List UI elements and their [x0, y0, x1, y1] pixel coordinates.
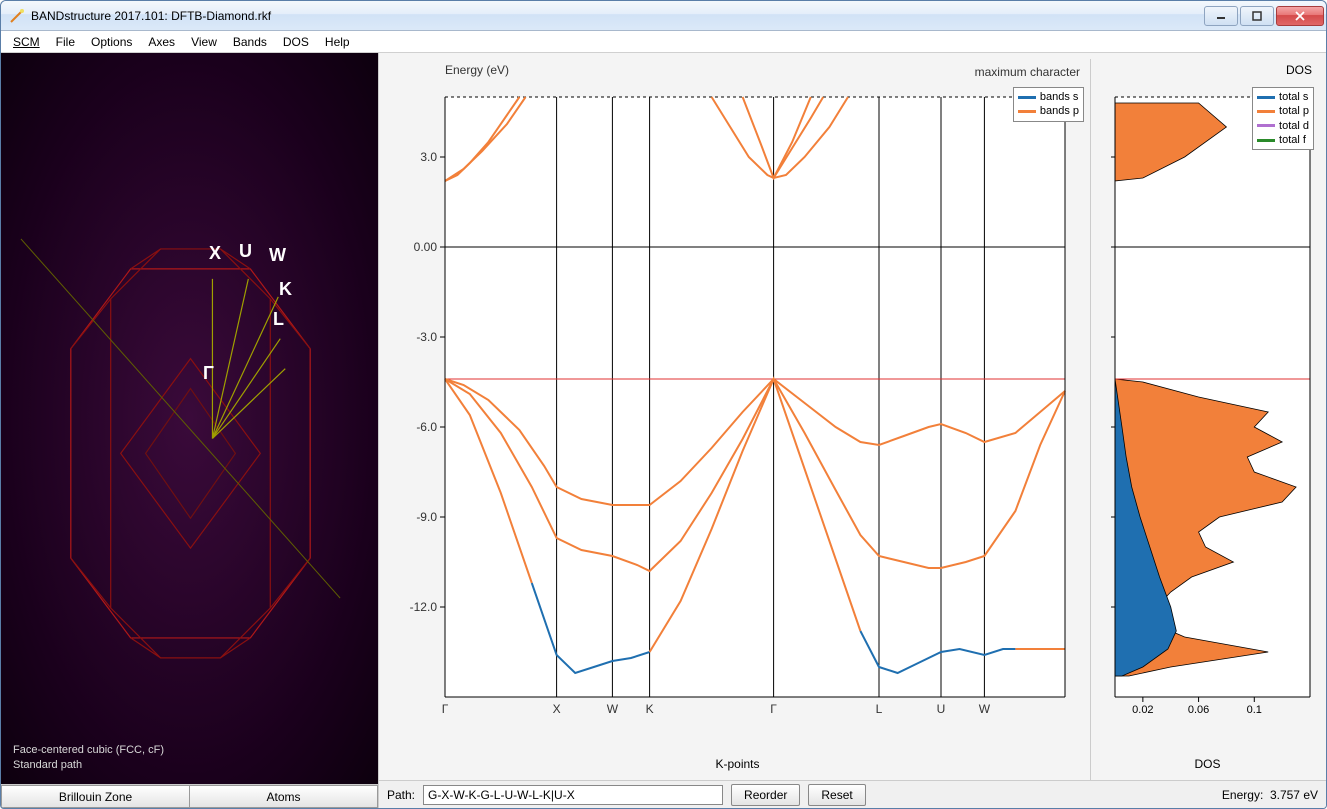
bz-wireframe [1, 53, 378, 784]
menu-help[interactable]: Help [317, 32, 358, 52]
path-input[interactable] [423, 785, 723, 805]
svg-text:-3.0: -3.0 [416, 330, 437, 344]
band-plot-svg: -12.0 -9.0 -6.0 -3.0 0.00 3.0 Γ X W K Γ L U W [385, 77, 1075, 757]
close-button[interactable] [1276, 6, 1324, 26]
menu-dos[interactable]: DOS [275, 32, 317, 52]
legend-swatch-s [1018, 96, 1036, 99]
band-legend: bands s bands p [1013, 87, 1084, 122]
svg-text:0.00: 0.00 [414, 240, 438, 254]
bz-label-l: L [273, 309, 284, 330]
svg-text:-6.0: -6.0 [416, 420, 437, 434]
svg-text:L: L [876, 702, 883, 716]
maximize-button[interactable] [1240, 6, 1274, 26]
left-tabs: Brillouin Zone Atoms [1, 784, 378, 808]
window-controls [1204, 6, 1324, 26]
svg-text:Γ: Γ [770, 702, 777, 716]
menu-view[interactable]: View [183, 32, 225, 52]
svg-text:U: U [937, 702, 946, 716]
svg-text:-9.0: -9.0 [416, 510, 437, 524]
svg-text:0.06: 0.06 [1188, 704, 1209, 716]
left-panel: X U W K L Γ Face-centered cubic (FCC, cF… [1, 53, 379, 808]
energy-readout: Energy: 3.757 eV [1222, 788, 1318, 802]
dos-xlabel: DOS [1095, 757, 1320, 775]
legend-swatch-p [1018, 110, 1036, 113]
bz-label-u: U [239, 241, 252, 262]
menu-axes[interactable]: Axes [140, 32, 183, 52]
window-title: BANDstructure 2017.101: DFTB-Diamond.rkf [31, 9, 1204, 23]
band-xlabel: K-points [385, 757, 1090, 775]
dos-plot-svg: 0.02 0.06 0.1 [1095, 77, 1320, 757]
band-subtitle: maximum character [975, 65, 1080, 79]
right-panel: Energy (eV) maximum character bands s ba… [379, 53, 1326, 808]
bz-info-text: Face-centered cubic (FCC, cF) Standard p… [13, 743, 164, 772]
svg-text:W: W [607, 702, 619, 716]
svg-text:W: W [979, 702, 991, 716]
bz-label-k: K [279, 279, 292, 300]
svg-text:0.1: 0.1 [1247, 704, 1262, 716]
dos-legend: total s total p total d total f [1252, 87, 1314, 150]
path-label: Path: [387, 788, 415, 802]
svg-text:3.0: 3.0 [420, 150, 437, 164]
brillouin-zone-view[interactable]: X U W K L Γ Face-centered cubic (FCC, cF… [1, 53, 378, 784]
tab-brillouin-zone[interactable]: Brillouin Zone [1, 785, 189, 808]
svg-text:0.02: 0.02 [1132, 704, 1153, 716]
menu-scm[interactable]: SCM [5, 32, 48, 52]
charts-row: Energy (eV) maximum character bands s ba… [379, 53, 1326, 780]
svg-text:K: K [646, 702, 654, 716]
bz-label-x: X [209, 243, 221, 264]
tab-atoms[interactable]: Atoms [189, 785, 378, 808]
bz-label-g: Γ [203, 363, 214, 384]
reset-button[interactable]: Reset [808, 784, 865, 806]
reorder-button[interactable]: Reorder [731, 784, 800, 806]
menu-file[interactable]: File [48, 32, 83, 52]
menu-bands[interactable]: Bands [225, 32, 275, 52]
bz-label-w: W [269, 245, 286, 266]
menu-options[interactable]: Options [83, 32, 140, 52]
content-area: X U W K L Γ Face-centered cubic (FCC, cF… [1, 53, 1326, 808]
minimize-button[interactable] [1204, 6, 1238, 26]
menubar: SCM File Options Axes View Bands DOS Hel… [1, 31, 1326, 53]
app-window: BANDstructure 2017.101: DFTB-Diamond.rkf… [0, 0, 1327, 809]
band-structure-chart[interactable]: Energy (eV) maximum character bands s ba… [385, 59, 1090, 780]
titlebar[interactable]: BANDstructure 2017.101: DFTB-Diamond.rkf [1, 1, 1326, 31]
svg-text:Γ: Γ [442, 702, 449, 716]
app-icon [9, 8, 25, 24]
svg-text:-12.0: -12.0 [410, 600, 438, 614]
svg-text:X: X [553, 702, 561, 716]
dos-chart[interactable]: DOS total s total p total d total f 0.02… [1090, 59, 1320, 780]
dos-title: DOS [1095, 59, 1320, 77]
bottom-bar: Path: Reorder Reset Energy: 3.757 eV [379, 780, 1326, 808]
